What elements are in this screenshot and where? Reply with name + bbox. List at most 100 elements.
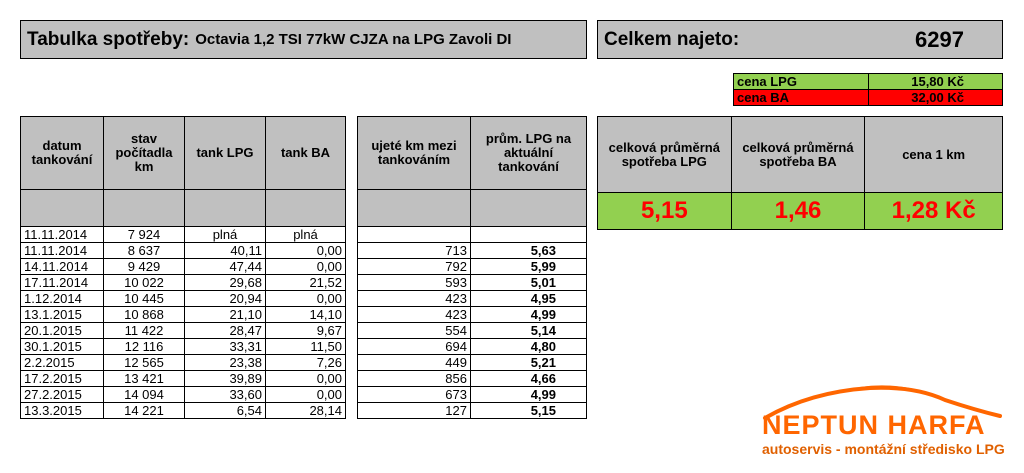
table-cell: 593 xyxy=(357,274,471,291)
logo-name: NEPTUN HARFA xyxy=(762,410,986,440)
table-cell: 40,11 xyxy=(184,242,266,259)
table-row: 713 5,63 xyxy=(357,242,587,259)
left-header: tank LPG xyxy=(184,116,266,190)
table-cell: 21,10 xyxy=(184,306,266,323)
logo-tagline: autoservis - montážní středisko LPG xyxy=(762,441,1005,457)
car-silhouette-icon xyxy=(763,385,1002,420)
table-cell: 17.2.2015 xyxy=(20,370,104,387)
table-cell: 30.1.2015 xyxy=(20,338,104,355)
table-cell: 5,15 xyxy=(470,402,587,419)
table-cell: 9 429 xyxy=(103,258,185,275)
table-cell: 23,38 xyxy=(184,354,266,371)
left-header: stav počítadla km xyxy=(103,116,185,190)
table-cell: 2.2.2015 xyxy=(20,354,104,371)
table-cell: 14 221 xyxy=(103,402,185,419)
table-row: 13.1.2015 10 868 21,10 14,10 xyxy=(20,306,346,323)
table-cell: 14,10 xyxy=(265,306,346,323)
table-cell: 28,14 xyxy=(265,402,346,419)
table-row: 17.11.2014 10 022 29,68 21,52 xyxy=(20,274,346,291)
left-table: datum tankování stav počítadla km tank L… xyxy=(20,116,346,419)
table-cell: 1.12.2014 xyxy=(20,290,104,307)
table-cell: 14.11.2014 xyxy=(20,258,104,275)
table-cell: 33,31 xyxy=(184,338,266,355)
table-row: 27.2.2015 14 094 33,60 0,00 xyxy=(20,386,346,403)
table-cell: 856 xyxy=(357,370,471,387)
summary-value: 5,15 xyxy=(597,192,732,230)
table-cell: 28,47 xyxy=(184,322,266,339)
table-row: 127 5,15 xyxy=(357,402,587,419)
summary-value: 1,28 Kč xyxy=(864,192,1003,230)
table-cell: 29,68 xyxy=(184,274,266,291)
table-row: 593 5,01 xyxy=(357,274,587,291)
table-cell xyxy=(470,226,587,243)
table-row: 11.11.2014 8 637 40,11 0,00 xyxy=(20,242,346,259)
company-logo: NEPTUN HARFA autoservis - montážní střed… xyxy=(750,380,1020,465)
table-cell: 11 422 xyxy=(103,322,185,339)
table-cell: 5,63 xyxy=(470,242,587,259)
table-cell: 423 xyxy=(357,290,471,307)
left-header: datum tankování xyxy=(20,116,104,190)
table-row: 423 4,95 xyxy=(357,290,587,307)
table-cell: 4,95 xyxy=(470,290,587,307)
table-cell: 20.1.2015 xyxy=(20,322,104,339)
table-cell: 0,00 xyxy=(265,242,346,259)
table-cell: 12 116 xyxy=(103,338,185,355)
price-value: 15,80 Kč xyxy=(868,73,1003,90)
table-cell: 20,94 xyxy=(184,290,266,307)
total-label: Celkem najeto: xyxy=(604,28,740,50)
left-header: tank BA xyxy=(265,116,346,190)
table-cell: 9,67 xyxy=(265,322,346,339)
table-cell: 792 xyxy=(357,258,471,275)
table-cell: 127 xyxy=(357,402,471,419)
table-cell: 0,00 xyxy=(265,258,346,275)
table-cell: 5,99 xyxy=(470,258,587,275)
title-sub: Octavia 1,2 TSI 77kW CJZA na LPG Zavoli … xyxy=(195,31,512,48)
price-row-ba: cena BA 32,00 Kč xyxy=(733,89,1003,106)
table-row: 673 4,99 xyxy=(357,386,587,403)
table-cell: 694 xyxy=(357,338,471,355)
table-cell: 47,44 xyxy=(184,258,266,275)
table-cell: 0,00 xyxy=(265,370,346,387)
price-value: 32,00 Kč xyxy=(868,89,1003,106)
right-header: prům. LPG na aktuální tankování xyxy=(470,116,587,190)
table-cell: 17.11.2014 xyxy=(20,274,104,291)
table-cell: 554 xyxy=(357,322,471,339)
table-cell: 39,89 xyxy=(184,370,266,387)
table-row: 11.11.2014 7 924 plná plná xyxy=(20,226,346,243)
table-cell: 33,60 xyxy=(184,386,266,403)
table-row: 1.12.2014 10 445 20,94 0,00 xyxy=(20,290,346,307)
summary-table: celková průměrná spotřeba LPG celková pr… xyxy=(597,116,1003,230)
table-cell: 5,21 xyxy=(470,354,587,371)
table-cell: 12 565 xyxy=(103,354,185,371)
total-value: 6297 xyxy=(915,26,964,52)
summary-header: celková průměrná spotřeba LPG xyxy=(597,116,732,193)
table-cell: 6,54 xyxy=(184,402,266,419)
right-header: ujeté km mezi tankováním xyxy=(357,116,471,190)
table-cell xyxy=(357,226,471,243)
table-cell: 713 xyxy=(357,242,471,259)
table-cell: plná xyxy=(184,226,266,243)
right-table: ujeté km mezi tankováním prům. LPG na ak… xyxy=(357,116,587,419)
table-cell: 11,50 xyxy=(265,338,346,355)
table-row: 792 5,99 xyxy=(357,258,587,275)
summary-value: 1,46 xyxy=(730,192,866,230)
table-cell: 13.3.2015 xyxy=(20,402,104,419)
summary-header: celková průměrná spotřeba BA xyxy=(730,116,866,193)
table-cell: 14 094 xyxy=(103,386,185,403)
table-row: 554 5,14 xyxy=(357,322,587,339)
table-cell: 11.11.2014 xyxy=(20,226,104,243)
table-row: 14.11.2014 9 429 47,44 0,00 xyxy=(20,258,346,275)
price-table: cena LPG 15,80 Kč cena BA 32,00 Kč xyxy=(733,73,1003,106)
table-cell: 8 637 xyxy=(103,242,185,259)
table-cell: 4,99 xyxy=(470,386,587,403)
price-label: cena LPG xyxy=(733,73,869,90)
table-cell: 21,52 xyxy=(265,274,346,291)
price-row-lpg: cena LPG 15,80 Kč xyxy=(733,73,1003,90)
summary-header: cena 1 km xyxy=(864,116,1003,193)
table-cell: 13 421 xyxy=(103,370,185,387)
table-row: 17.2.2015 13 421 39,89 0,00 xyxy=(20,370,346,387)
table-cell: 11.11.2014 xyxy=(20,242,104,259)
table-cell: 5,14 xyxy=(470,322,587,339)
table-cell: 4,80 xyxy=(470,338,587,355)
table-cell: 10 868 xyxy=(103,306,185,323)
